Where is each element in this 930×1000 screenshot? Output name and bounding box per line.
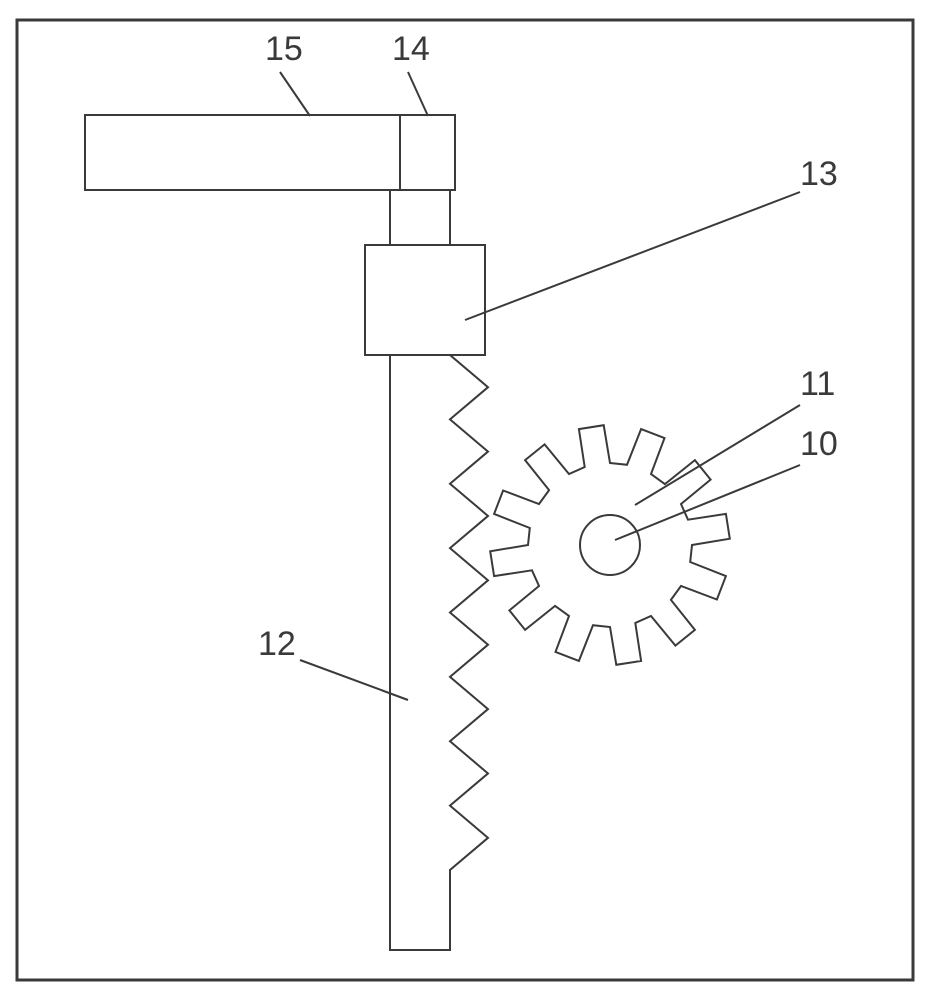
slider-block xyxy=(365,245,485,355)
leader-11 xyxy=(635,405,800,505)
label-15: 15 xyxy=(265,30,303,68)
leader-13 xyxy=(465,192,800,320)
gear-hub xyxy=(580,515,640,575)
label-12: 12 xyxy=(258,625,296,663)
label-13: 13 xyxy=(800,155,838,193)
leader-14 xyxy=(408,72,428,116)
label-11: 11 xyxy=(800,365,835,403)
leader-15 xyxy=(280,72,310,116)
label-10: 10 xyxy=(800,425,838,463)
label-14: 14 xyxy=(392,30,430,68)
